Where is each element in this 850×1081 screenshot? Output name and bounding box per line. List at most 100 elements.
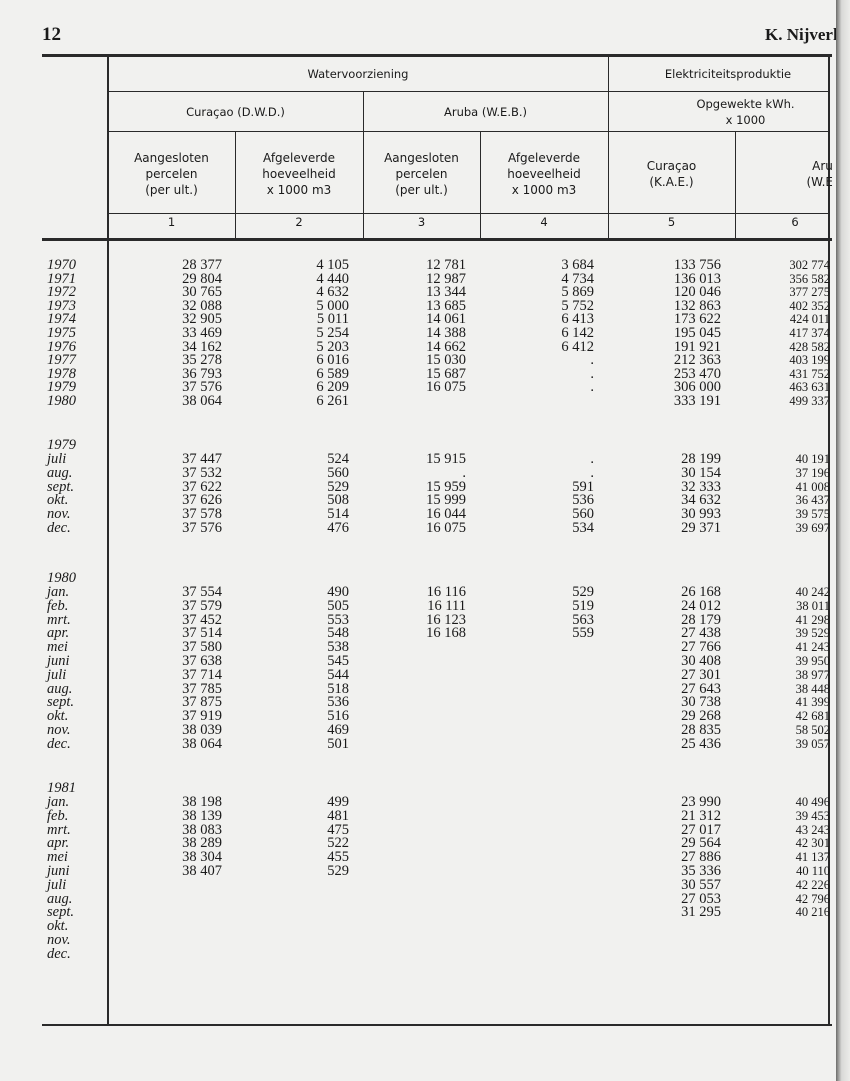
table-cell-col1: 37 626 [182, 492, 222, 509]
table-cell-col1: 29 804 [182, 270, 222, 287]
table-cell-col3: 12 987 [426, 270, 466, 287]
column-number-1: 1 [167, 215, 176, 229]
table-cell-col4: 6 412 [561, 338, 594, 355]
table-cell-col2: 514 [327, 506, 349, 523]
row-label: nov. [47, 506, 71, 523]
rule [608, 55, 610, 239]
column-header-4: x 1000 m3 [511, 183, 577, 197]
table-cell-col5: 34 632 [681, 492, 721, 509]
table-cell-col6: 377 275 [789, 285, 830, 300]
column-header-2: Afgeleverde [263, 151, 335, 165]
table-cell-col2: 5 203 [316, 338, 349, 355]
row-label: sept. [47, 694, 74, 711]
table-cell-col3: 16 116 [426, 584, 466, 600]
table-cell-col6: 39 529 [795, 626, 830, 641]
table-cell-col6: 39 575 [795, 507, 830, 522]
table-cell-col5: 30 154 [681, 464, 721, 481]
table-cell-col2: 529 [327, 478, 349, 495]
table-cell-col5: 133 756 [673, 257, 721, 273]
table-cell-col1: 33 469 [182, 325, 222, 341]
row-label: jan. [47, 584, 70, 600]
row-label: aug. [47, 680, 73, 697]
table-cell-col1: 38 407 [182, 863, 222, 879]
table-cell-col6: 424 011 [789, 312, 830, 327]
table-cell-col5: 195 045 [673, 325, 721, 341]
row-label: 1973 [47, 297, 76, 314]
table-cell-col3: 16 044 [426, 506, 466, 523]
table-cell-col6: 417 374 [789, 326, 830, 340]
rule [108, 91, 828, 93]
table-cell-col5: 132 863 [673, 297, 721, 314]
row-label: 1977 [47, 352, 76, 369]
table-cell-col2: 505 [327, 597, 349, 614]
table-cell-col6: 42 301 [795, 836, 830, 851]
table-cell-col6: 42 796 [795, 891, 830, 906]
row-label: mei [47, 639, 68, 656]
table-cell-col2: 6 261 [316, 393, 349, 409]
row-label: 1971 [47, 270, 76, 287]
table-cell-col5: 173 622 [673, 311, 721, 328]
table-cell-col6: 39 950 [795, 654, 830, 668]
table-cell-col1: 35 278 [182, 352, 222, 369]
row-label: okt. [47, 492, 69, 509]
page-number: 12 [42, 24, 61, 45]
table-cell-col1: 37 580 [182, 639, 222, 656]
table-cell-col4: . [590, 365, 594, 382]
table-cell-col6: 40 110 [796, 864, 830, 878]
table-cell-col6: 38 011 [796, 598, 830, 613]
row-label: 1975 [47, 325, 76, 341]
table-cell-col5: 32 333 [681, 478, 721, 495]
table-cell-col3: 16 075 [426, 379, 466, 396]
table-cell-col5: 21 312 [681, 807, 721, 824]
table-cell-col5: 27 301 [681, 666, 721, 683]
table-cell-col6: 40 242 [795, 585, 830, 599]
table-cell-col2: 522 [327, 835, 349, 852]
table-cell-col4: 6 413 [561, 311, 594, 328]
row-label: juni [47, 863, 70, 879]
table-cell-col3: 16 123 [426, 611, 466, 628]
table-cell-col1: 38 064 [182, 393, 222, 409]
table-cell-col2: 481 [327, 807, 349, 824]
header-curacao-dwd: Curaçao (D.W.D.) [186, 105, 285, 119]
table-cell-col4: 536 [572, 492, 594, 509]
table-cell-col2: 508 [327, 492, 349, 509]
row-label: feb. [47, 807, 69, 824]
table-cell-col5: 29 268 [681, 708, 721, 725]
table-cell-col4: 4 734 [561, 270, 594, 287]
table-cell-col2: 499 [327, 794, 349, 810]
table-cell-col5: 212 363 [673, 352, 721, 369]
table-cell-col1: 38 139 [182, 807, 222, 824]
row-label: 1979 [47, 379, 76, 396]
table-cell-col2: 545 [327, 653, 349, 669]
rule [480, 131, 482, 239]
table-cell-col2: 518 [327, 680, 349, 697]
table-cell-col2: 6 016 [316, 352, 349, 369]
table-cell-col5: 25 436 [681, 735, 721, 752]
rule [235, 131, 237, 239]
table-cell-col2: 4 632 [316, 284, 349, 301]
table-cell-col2: 6 209 [316, 379, 349, 396]
row-label: dec. [47, 735, 71, 752]
table-cell-col1: 36 793 [182, 365, 222, 382]
rule [735, 131, 737, 239]
table-cell-col1: 38 304 [182, 849, 222, 866]
table-cell-col3: 15 959 [426, 478, 466, 495]
column-header-1: (per ult.) [145, 183, 198, 197]
row-label: 1980 [47, 393, 76, 409]
row-label: sept. [47, 904, 74, 921]
table-cell-col1: 37 919 [182, 708, 222, 725]
table-cell-col1: 37 638 [182, 653, 222, 669]
top-rule [42, 54, 832, 57]
column-number-4: 4 [540, 215, 548, 229]
table-cell-col3: 16 111 [427, 597, 466, 614]
row-label: juli [47, 666, 67, 683]
row-label: feb. [47, 597, 69, 614]
column-number-6: 6 [791, 215, 799, 229]
table-cell-col2: 553 [327, 611, 349, 628]
row-label: 1974 [47, 311, 76, 328]
table-cell-col1: 37 578 [182, 506, 222, 523]
table-cell-col2: 5 254 [316, 325, 349, 341]
table-cell-col5: 29 564 [681, 835, 721, 852]
table-cell-col3: 16 168 [426, 625, 466, 642]
table-cell-col6: 38 448 [795, 681, 830, 696]
